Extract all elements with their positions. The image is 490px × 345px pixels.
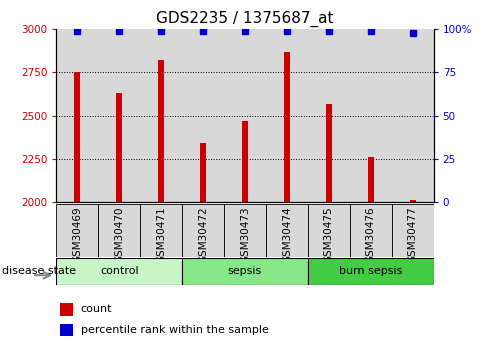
Bar — [308, 204, 350, 257]
Bar — [182, 29, 224, 202]
Bar — [140, 204, 182, 257]
Bar — [60, 303, 74, 316]
Bar — [98, 204, 140, 257]
Text: GSM30470: GSM30470 — [114, 206, 124, 263]
Bar — [410, 200, 416, 202]
Bar — [392, 29, 434, 202]
Text: sepsis: sepsis — [228, 266, 262, 276]
Bar — [224, 204, 266, 257]
Title: GDS2235 / 1375687_at: GDS2235 / 1375687_at — [156, 10, 334, 27]
Bar — [182, 258, 308, 285]
Bar — [266, 29, 308, 202]
Bar — [284, 52, 290, 202]
Text: GSM30473: GSM30473 — [240, 206, 250, 263]
Text: GSM30469: GSM30469 — [73, 206, 82, 263]
Text: count: count — [81, 304, 112, 314]
Bar — [200, 143, 206, 202]
Bar — [56, 29, 98, 202]
Text: GSM30476: GSM30476 — [366, 206, 376, 263]
Bar — [56, 204, 98, 257]
Bar — [308, 258, 434, 285]
Bar — [308, 29, 350, 202]
Bar — [224, 29, 266, 202]
Text: disease state: disease state — [2, 266, 76, 276]
Bar — [350, 29, 392, 202]
Bar — [368, 157, 374, 202]
Text: burn sepsis: burn sepsis — [339, 266, 402, 276]
Bar — [158, 60, 164, 202]
Text: GSM30472: GSM30472 — [198, 206, 208, 263]
Text: GSM30471: GSM30471 — [156, 206, 166, 263]
Text: GSM30474: GSM30474 — [282, 206, 292, 263]
Text: GSM30475: GSM30475 — [324, 206, 334, 263]
Bar — [74, 72, 80, 202]
Bar — [350, 204, 392, 257]
Bar — [266, 204, 308, 257]
Bar — [116, 93, 122, 202]
Bar — [140, 29, 182, 202]
Text: GSM30477: GSM30477 — [408, 206, 417, 263]
Text: control: control — [100, 266, 139, 276]
Bar — [392, 204, 434, 257]
Bar — [56, 258, 182, 285]
Bar — [60, 324, 74, 336]
Bar — [242, 121, 248, 202]
Bar — [98, 29, 140, 202]
Text: percentile rank within the sample: percentile rank within the sample — [81, 325, 269, 335]
Bar — [326, 104, 332, 202]
Bar — [182, 204, 224, 257]
